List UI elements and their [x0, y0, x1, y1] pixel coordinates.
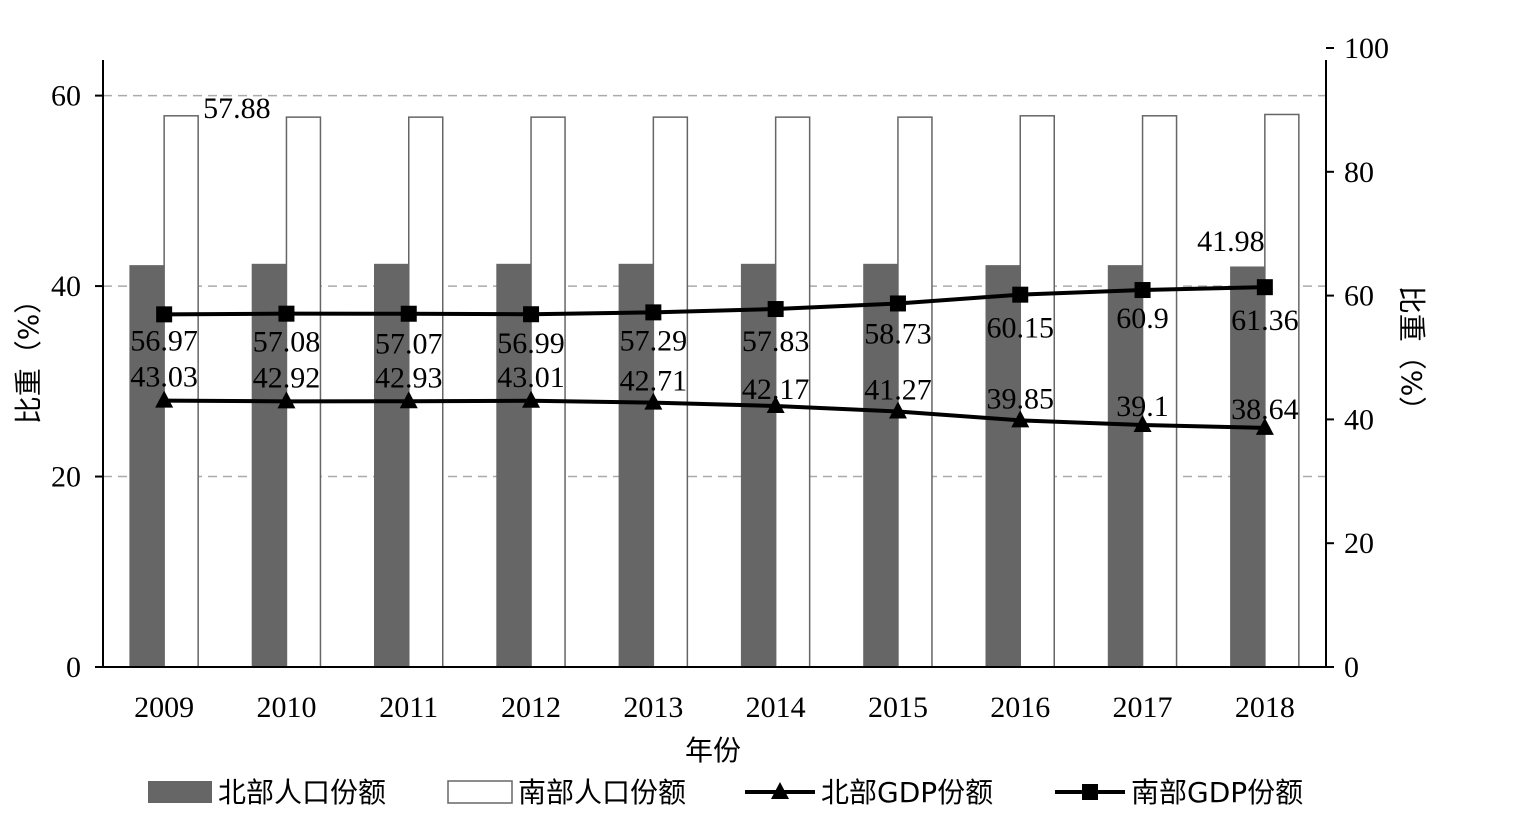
marker-north-gdp-2009: [155, 390, 174, 408]
marker-north-gdp-2011: [399, 391, 418, 409]
line-label-north-gdp-2015: 41.27: [864, 374, 932, 407]
marker-south-gdp-2010: [278, 305, 295, 322]
y-tick-label-right-100: 100: [1344, 32, 1389, 65]
y-tick-label-right-40: 40: [1344, 403, 1374, 436]
x-tick-label-2012: 2012: [501, 691, 561, 724]
bar-north-pop-2011: [374, 263, 410, 668]
line-label-south-gdp-2017: 60.9: [1116, 302, 1169, 335]
bar-north-pop-2010: [251, 263, 288, 668]
marker-south-gdp-2016: [1012, 286, 1029, 303]
line-label-south-gdp-2012: 56.99: [497, 327, 565, 360]
line-series: [155, 279, 1274, 435]
marker-north-gdp-2013: [644, 392, 663, 410]
y-tick-label-right-60: 60: [1344, 280, 1374, 313]
legend-south-pop-swatch: [447, 780, 513, 804]
line-label-north-gdp-2017: 39.1: [1116, 390, 1169, 423]
legend: 北部人口份额 南部人口份额 北部GDP份额 南部GDP份额: [148, 776, 1303, 809]
bar-south-pop-2009: [163, 115, 199, 668]
line-label-south-gdp-2009: 56.97: [130, 324, 198, 357]
x-tick-label-2018: 2018: [1235, 691, 1295, 724]
line-label-north-gdp-2016: 39.85: [987, 382, 1055, 415]
x-tick-label-2010: 2010: [256, 691, 316, 724]
line-south-gdp: [164, 285, 1265, 317]
line-label-north-gdp-2010: 42.92: [253, 361, 321, 394]
line-label-south-gdp-2013: 57.29: [620, 324, 688, 357]
bar-south-pop-2010: [285, 116, 322, 668]
y-tick-label-right-80: 80: [1344, 156, 1374, 189]
line-label-south-gdp-2015: 58.73: [864, 317, 932, 350]
marker-south-gdp-2015: [889, 295, 906, 312]
axis-titles: 年份 比重（%） 比重（%）: [12, 286, 1428, 767]
y-tick-label-left-60: 60: [51, 80, 81, 113]
bar-north-pop-2014: [740, 263, 777, 668]
y-tick-label-left-40: 40: [51, 270, 81, 303]
marker-north-gdp-2018: [1255, 417, 1274, 435]
bar-south-pop-2013: [652, 116, 689, 668]
marker-north-gdp-2015: [888, 401, 907, 419]
legend-north-pop-swatch: [148, 781, 212, 803]
bar-label-2018: 41.98: [1197, 225, 1265, 258]
y-tick-label-right-20: 20: [1344, 527, 1374, 560]
y-axis-title-right: 比重（%）: [1395, 286, 1428, 425]
marker-north-gdp-2016: [1011, 410, 1030, 428]
line-label-north-gdp-2014: 42.17: [742, 373, 810, 406]
line-label-south-gdp-2016: 60.15: [987, 312, 1055, 345]
x-tick-label-2015: 2015: [868, 691, 928, 724]
legend-north-gdp-label: 北部GDP份额: [821, 776, 993, 809]
line-label-north-gdp-2011: 42.93: [375, 361, 443, 394]
marker-south-gdp-2011: [400, 305, 417, 322]
line-label-south-gdp-2018: 61.36: [1231, 304, 1299, 337]
legend-south-pop-label: 南部人口份额: [518, 776, 686, 809]
legend-south-gdp-marker: [1082, 784, 1098, 800]
line-north-gdp: [164, 398, 1265, 430]
line-label-north-gdp-2009: 43.03: [130, 361, 198, 394]
marker-north-gdp-2012: [522, 390, 541, 408]
legend-north-gdp-marker: [771, 782, 789, 799]
marker-south-gdp-2014: [767, 301, 784, 318]
line-label-south-gdp-2011: 57.07: [375, 328, 443, 361]
marker-south-gdp-2012: [523, 306, 540, 323]
x-tick-label-2014: 2014: [746, 691, 806, 724]
marker-south-gdp-2009: [156, 306, 173, 323]
line-label-north-gdp-2018: 38.64: [1231, 393, 1299, 426]
y-axis-title-left: 比重（%）: [12, 286, 45, 425]
line-label-north-gdp-2013: 42.71: [620, 365, 688, 398]
marker-north-gdp-2017: [1133, 414, 1152, 432]
x-tick-label-2016: 2016: [990, 691, 1050, 724]
y-tick-label-right-0: 0: [1344, 651, 1359, 684]
bar-north-pop-2012: [496, 263, 532, 668]
marker-south-gdp-2013: [645, 304, 662, 321]
bar-label-2009: 57.88: [203, 92, 271, 125]
x-axis-title: 年份: [685, 734, 741, 767]
x-tick-label-2011: 2011: [379, 691, 438, 724]
line-label-south-gdp-2010: 57.08: [253, 326, 321, 359]
bar-south-pop-2012: [530, 116, 566, 668]
legend-south-gdp-label: 南部GDP份额: [1131, 776, 1303, 809]
bars: [129, 113, 1300, 668]
x-tick-label-2013: 2013: [623, 691, 683, 724]
marker-north-gdp-2010: [277, 391, 296, 409]
line-label-north-gdp-2012: 43.01: [497, 361, 565, 394]
marker-south-gdp-2018: [1256, 279, 1273, 296]
bar-south-pop-2016: [1019, 115, 1055, 668]
data-labels: 41.98 57.88 43.03 42.92 42.93 43.01 42.71 42.17…: [130, 92, 1298, 426]
marker-south-gdp-2017: [1134, 282, 1151, 299]
bar-north-pop-2018: [1230, 266, 1266, 668]
line-label-south-gdp-2014: 57.83: [742, 325, 810, 358]
y-tick-label-left-20: 20: [51, 461, 81, 494]
marker-north-gdp-2014: [766, 395, 785, 413]
bar-south-pop-2017: [1141, 115, 1178, 668]
tick-labels: 0 20 40 60 0 20 40 60 80 100 2009 2010 2011 2012 2013 2…: [51, 32, 1389, 724]
bar-north-pop-2017: [1107, 265, 1144, 668]
bar-south-pop-2018: [1264, 113, 1300, 668]
x-tick-label-2017: 2017: [1113, 691, 1173, 724]
axes: [95, 47, 1334, 668]
x-tick-label-2009: 2009: [134, 691, 194, 724]
legend-north-pop-label: 北部人口份额: [218, 776, 386, 809]
y-tick-label-left-0: 0: [66, 651, 81, 684]
